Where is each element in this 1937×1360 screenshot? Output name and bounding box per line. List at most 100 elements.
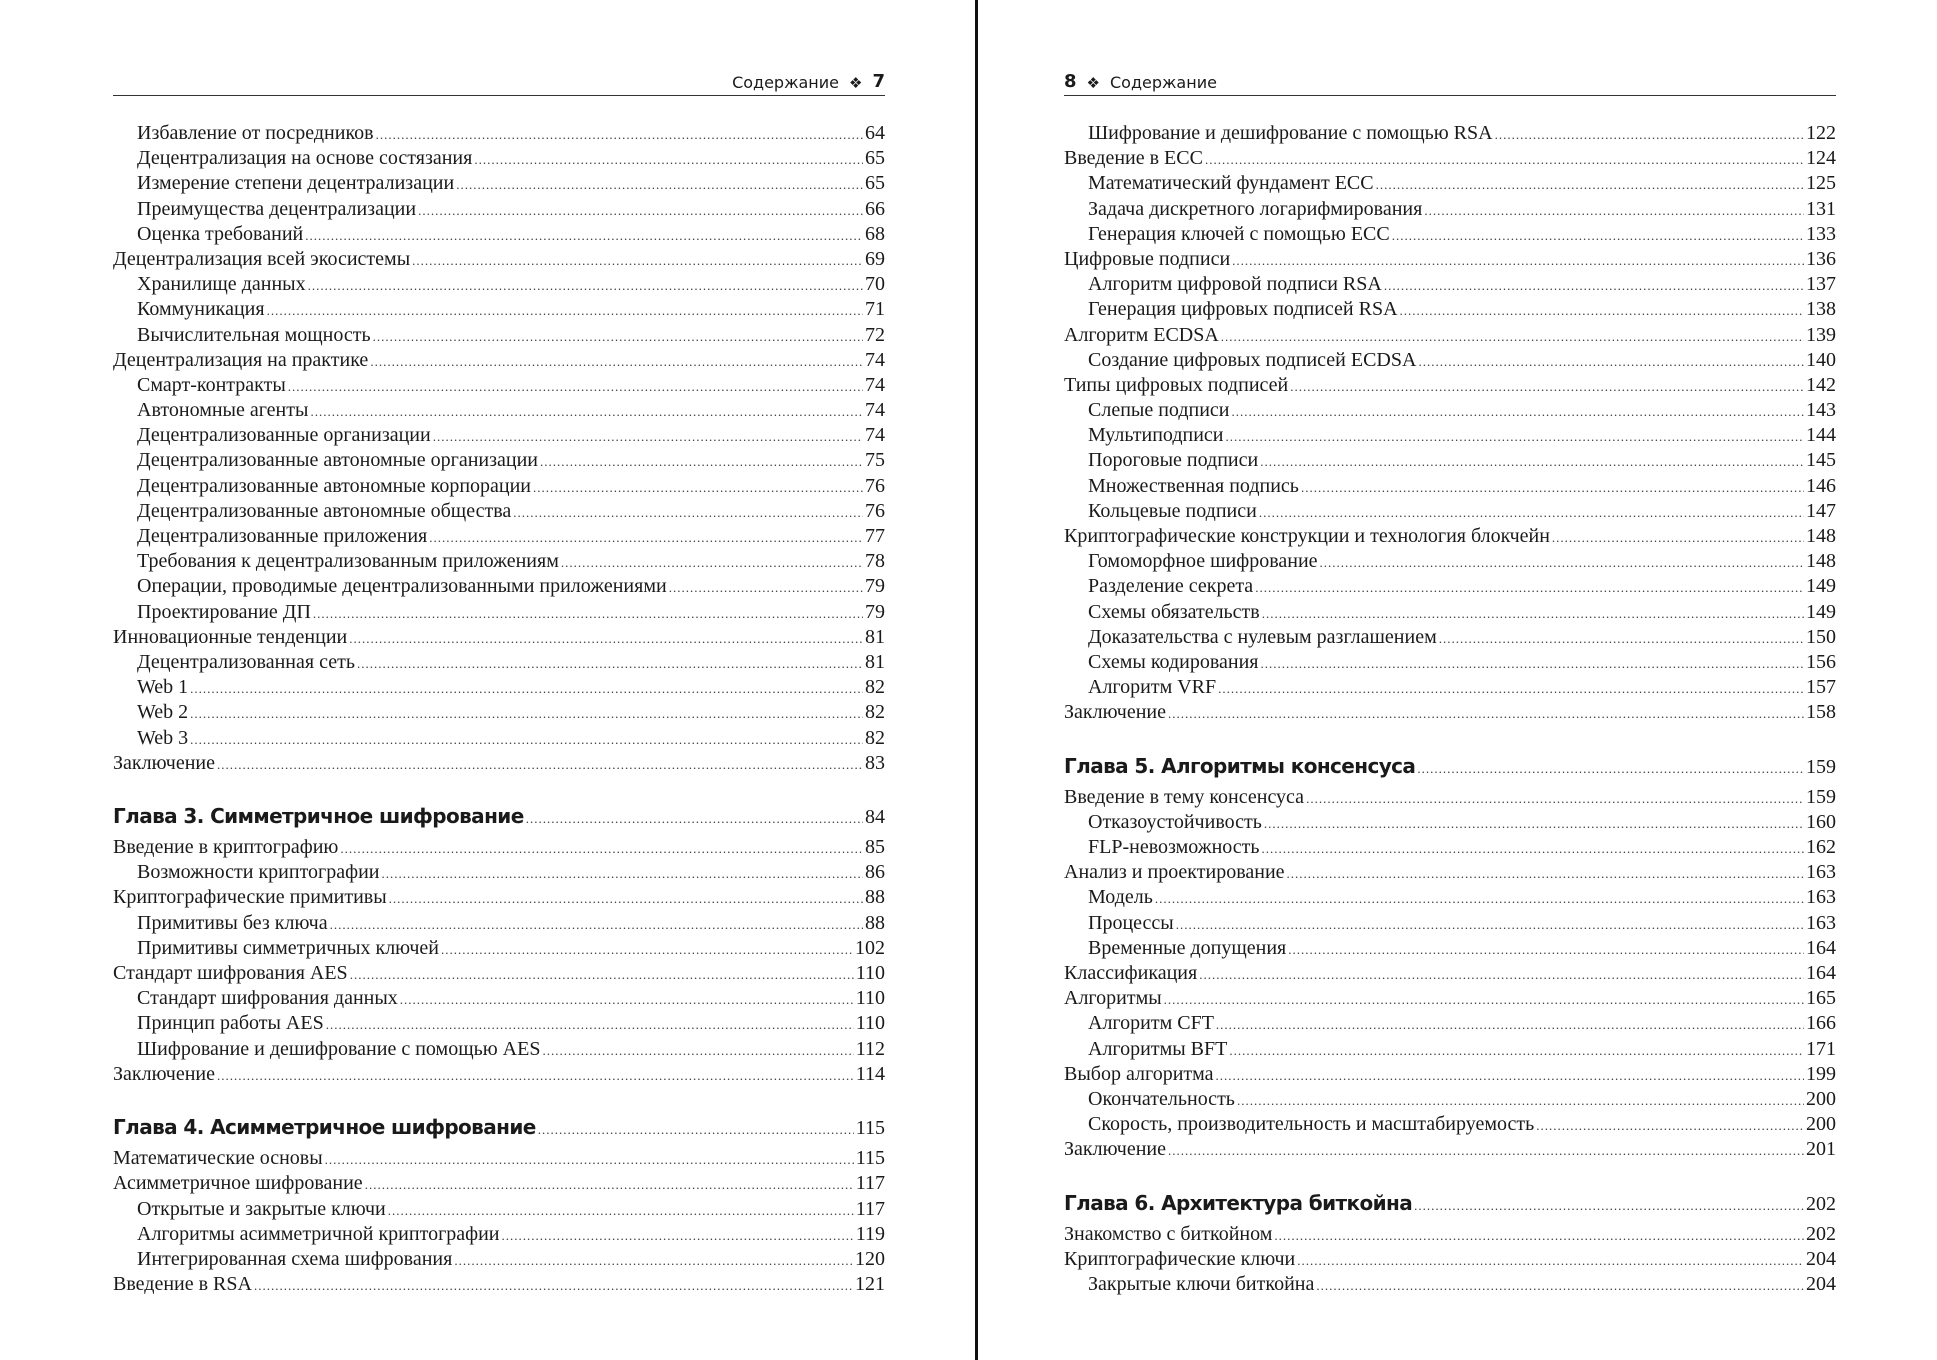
toc-entry: Оценка требований 68 xyxy=(113,222,885,247)
dot-leader xyxy=(305,223,863,248)
entry-title: Алгоритм VRF xyxy=(1088,676,1217,699)
dot-leader xyxy=(538,1117,854,1142)
entry-page-number: 138 xyxy=(1806,298,1836,321)
dot-leader xyxy=(1495,122,1804,147)
toc-entry: Процессы 163 xyxy=(1064,911,1836,936)
toc-entry: Шифрование и дешифрование с помощью AES 1… xyxy=(113,1037,885,1062)
dot-leader xyxy=(1205,147,1804,172)
entry-page-number: 115 xyxy=(855,1116,885,1139)
toc-entry: Алгоритм ECDSA 139 xyxy=(1064,323,1836,348)
entry-title: Криптографические ключи xyxy=(1064,1247,1296,1270)
dot-leader xyxy=(357,651,863,676)
toc-entry: Заключение 114 xyxy=(113,1062,885,1087)
entry-page-number: 200 xyxy=(1806,1113,1836,1136)
toc-entry: Пороговые подписи 145 xyxy=(1064,448,1836,473)
entry-title: Инновационные тенденции xyxy=(113,625,348,648)
entry-page-number: 114 xyxy=(855,1062,885,1085)
toc-entry: Децентрализованные автономные организаци… xyxy=(113,448,885,473)
entry-page-number: 171 xyxy=(1806,1037,1836,1060)
dot-leader xyxy=(669,575,863,600)
dot-leader xyxy=(389,886,863,911)
entry-page-number: 74 xyxy=(865,348,885,371)
header-rule xyxy=(113,95,885,96)
entry-title: Введение в криптографию xyxy=(113,836,339,859)
toc-entry: Заключение 158 xyxy=(1064,700,1836,725)
dot-leader xyxy=(1301,475,1804,500)
toc-entry: Смарт-контракты 74 xyxy=(113,373,885,398)
dot-leader xyxy=(474,147,863,172)
dot-leader xyxy=(1216,1012,1804,1037)
toc-entry: Схемы кодирования 156 xyxy=(1064,650,1836,675)
toc-entry: Гомоморфное шифрование 148 xyxy=(1064,549,1836,574)
dot-leader xyxy=(190,727,863,752)
toc-entry: Децентрализованные автономные корпорации… xyxy=(113,474,885,499)
entry-title: Закрытые ключи биткойна xyxy=(1088,1273,1315,1296)
entry-title: Схемы обязательств xyxy=(1088,600,1260,623)
entry-page-number: 166 xyxy=(1806,1012,1836,1035)
entry-title: Заключение xyxy=(113,751,215,774)
entry-title: Процессы xyxy=(1088,911,1174,934)
entry-title: Алгоритмы асимметричной криптографии xyxy=(137,1222,500,1245)
entry-page-number: 148 xyxy=(1806,550,1836,573)
entry-page-number: 74 xyxy=(865,373,885,396)
toc-entry: Инновационные тенденции 81 xyxy=(113,625,885,650)
entry-page-number: 156 xyxy=(1806,650,1836,673)
dot-leader xyxy=(1306,786,1804,811)
entry-title: Децентрализованные автономные общества xyxy=(137,499,512,522)
header-rule xyxy=(1064,95,1836,96)
entry-page-number: 125 xyxy=(1806,172,1836,195)
toc-entry: Принцип работы AES 110 xyxy=(113,1011,885,1036)
toc-entry: Децентрализация всей экосистемы 69 xyxy=(113,247,885,272)
dot-leader xyxy=(400,987,854,1012)
entry-page-number: 200 xyxy=(1806,1087,1836,1110)
entry-page-number: 120 xyxy=(855,1247,885,1270)
toc-chapter-entry: Глава 5. Алгоритмы консенсуса 159 xyxy=(1064,754,1836,779)
toc-entry: Выбор алгоритма 199 xyxy=(1064,1062,1836,1087)
toc-entry: Математические основы 115 xyxy=(113,1146,885,1171)
entry-title: Глава 6. Архитектура биткойна xyxy=(1064,1190,1413,1215)
dot-leader xyxy=(1155,886,1804,911)
dot-leader xyxy=(1225,424,1804,449)
toc-entry: Стандарт шифрования данных 110 xyxy=(113,986,885,1011)
entry-page-number: 121 xyxy=(855,1273,885,1296)
dot-leader xyxy=(1552,525,1804,550)
toc-entry: Требования к децентрализованным приложен… xyxy=(113,549,885,574)
toc-entry: Заключение 201 xyxy=(1064,1137,1836,1162)
toc-entry: Множественная подпись 146 xyxy=(1064,474,1836,499)
dot-leader xyxy=(540,449,863,474)
entry-title: Децентрализация на основе состязания xyxy=(137,147,473,170)
entry-title: Скорость, производительность и масштабир… xyxy=(1088,1113,1535,1136)
toc-entry: Криптографические ключи 204 xyxy=(1064,1247,1836,1272)
entry-page-number: 81 xyxy=(865,625,885,648)
dot-leader xyxy=(1260,449,1804,474)
entry-page-number: 117 xyxy=(855,1172,885,1195)
dot-leader xyxy=(1232,248,1804,273)
toc-entry: Классификация 164 xyxy=(1064,961,1836,986)
running-header: 8 ❖ Содержание xyxy=(1064,66,1836,92)
toc-entry: Создание цифровых подписей ECDSA 140 xyxy=(1064,348,1836,373)
toc-entry: Алгоритмы BFT 171 xyxy=(1064,1037,1836,1062)
dot-leader xyxy=(388,1198,854,1223)
entry-title: Шифрование и дешифрование с помощью AES xyxy=(137,1037,541,1060)
entry-title: Кольцевые подписи xyxy=(1088,499,1257,522)
dot-leader xyxy=(433,424,863,449)
toc-entry: Введение в RSA 121 xyxy=(113,1272,885,1297)
dot-leader xyxy=(441,937,853,962)
toc-entry: Криптографические примитивы 88 xyxy=(113,885,885,910)
ornament-icon: ❖ xyxy=(1086,74,1100,92)
entry-page-number: 71 xyxy=(865,298,885,321)
header-title: Содержание xyxy=(1109,73,1217,92)
dot-leader xyxy=(217,1063,854,1088)
dot-leader xyxy=(330,912,863,937)
dot-leader xyxy=(1262,601,1804,626)
toc-entry: Окончательность 200 xyxy=(1064,1087,1836,1112)
entry-page-number: 202 xyxy=(1806,1192,1836,1215)
dot-leader xyxy=(1320,550,1804,575)
entry-title: Мультиподписи xyxy=(1088,424,1224,447)
toc-entry: Введение в ECC 124 xyxy=(1064,146,1836,171)
toc-entry: Преимущества децентрализации 66 xyxy=(113,197,885,222)
toc-entry: Цифровые подписи 136 xyxy=(1064,247,1836,272)
entry-page-number: 122 xyxy=(1806,122,1836,144)
entry-title: Алгоритм CFT xyxy=(1088,1012,1214,1035)
page-number: 7 xyxy=(872,71,885,92)
